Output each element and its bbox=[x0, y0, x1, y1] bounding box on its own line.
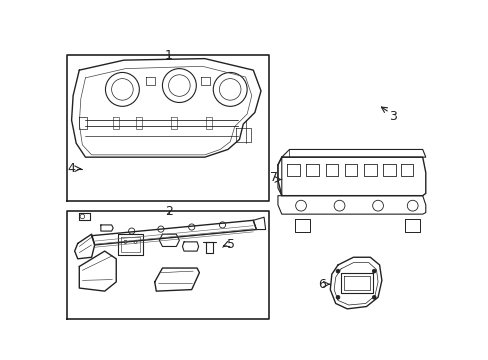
Text: 1: 1 bbox=[164, 49, 172, 62]
Text: 4: 4 bbox=[67, 162, 75, 175]
Circle shape bbox=[335, 269, 339, 273]
Text: 6: 6 bbox=[317, 278, 325, 291]
Text: 5: 5 bbox=[226, 238, 235, 251]
Circle shape bbox=[371, 295, 375, 299]
Circle shape bbox=[335, 295, 339, 299]
Text: 3: 3 bbox=[389, 110, 397, 123]
Circle shape bbox=[371, 269, 375, 273]
Text: 2: 2 bbox=[164, 205, 172, 218]
Text: 7: 7 bbox=[269, 171, 277, 184]
